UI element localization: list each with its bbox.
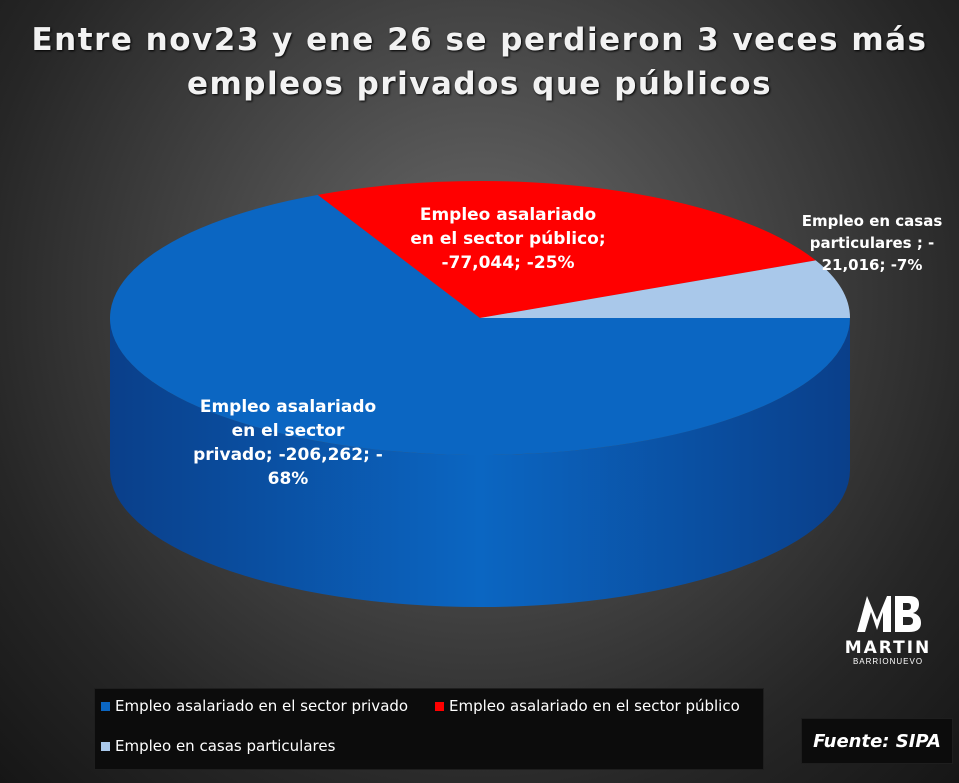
logo-name: MARTIN: [844, 638, 932, 658]
legend-swatch-private: [101, 701, 110, 711]
legend-swatch-domestic: [101, 741, 110, 751]
chart-title-line-2: empleos privados que públicos: [186, 66, 773, 102]
data-label-private-line: Empleo asalariado: [199, 397, 377, 417]
chart-legend: Empleo asalariado en el sector privado E…: [94, 688, 764, 770]
legend-item-domestic: Empleo en casas particulares: [101, 737, 335, 755]
brand-logo: MARTIN BARRIONUEVO: [838, 594, 938, 667]
legend-item-private: Empleo asalariado en el sector privado: [101, 697, 408, 715]
data-label-public-line: en el sector público;: [410, 229, 606, 249]
chart-title: Entre nov23 y ene 26 se perdieron 3 vece…: [0, 18, 959, 106]
data-label-private-line: privado; -206,262; -: [193, 445, 383, 465]
logo-mb-icon: [857, 596, 921, 632]
legend-swatch-public: [435, 701, 444, 711]
data-label-private-line: en el sector: [231, 421, 345, 441]
data-label-public-line: -77,044; -25%: [441, 253, 575, 273]
data-label-domestic-line: 21,016; -7%: [821, 256, 923, 274]
legend-label-public: Empleo asalariado en el sector público: [449, 697, 740, 715]
source-note: Fuente: SIPA: [801, 718, 953, 764]
pie-slice-public: [317, 181, 816, 318]
pie-side-private: [110, 318, 850, 607]
logo-subname: BARRIONUEVO: [852, 657, 924, 666]
chart-title-line-1: Entre nov23 y ene 26 se perdieron 3 vece…: [31, 22, 928, 58]
data-label-private-line: 68%: [267, 469, 309, 489]
pie-slice-domestic: [480, 260, 850, 318]
data-label-public: Empleo asalariado en el sector público; …: [408, 203, 608, 275]
legend-label-private: Empleo asalariado en el sector privado: [115, 697, 409, 715]
data-label-domestic-line: Empleo en casas: [801, 212, 943, 230]
data-label-domestic-line: particulares ; -: [809, 234, 935, 252]
data-label-public-line: Empleo asalariado: [419, 205, 597, 225]
pie-slice-private: [109, 194, 850, 456]
legend-item-public: Empleo asalariado en el sector público: [435, 697, 740, 715]
legend-label-domestic: Empleo en casas particulares: [115, 737, 336, 755]
data-label-private: Empleo asalariado en el sector privado; …: [178, 395, 398, 491]
data-label-domestic: Empleo en casas particulares ; - 21,016;…: [792, 210, 952, 276]
